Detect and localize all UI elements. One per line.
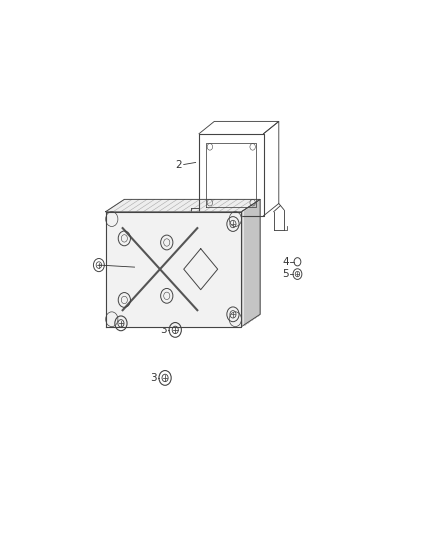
Text: 1: 1 [126, 262, 133, 272]
Text: 5: 5 [283, 269, 289, 279]
Text: 4: 4 [283, 257, 289, 267]
Polygon shape [106, 212, 241, 327]
Polygon shape [241, 199, 260, 327]
Text: 3: 3 [106, 318, 113, 328]
Text: 3: 3 [160, 325, 167, 335]
Text: 3: 3 [150, 373, 156, 383]
Text: 2: 2 [175, 159, 182, 169]
Polygon shape [106, 199, 260, 212]
